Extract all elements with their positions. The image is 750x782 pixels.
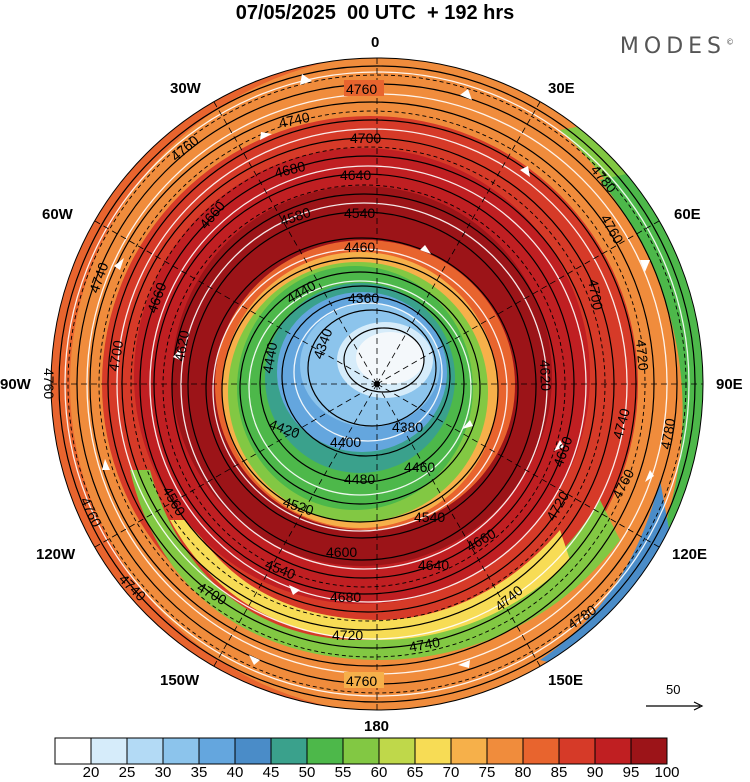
colorbar-swatch [234,737,272,765]
colorbar-tick-label: 70 [442,764,460,781]
contour-label: 4620 [537,360,554,392]
colorbar-tick-label: 20 [82,764,100,781]
lon-label-60w: 60W [42,206,73,223]
colorbar-tick-label: 40 [226,764,244,781]
colorbar-swatch [198,737,236,765]
contour-label: 4740 [277,109,311,131]
contour-label: 4540 [414,509,445,525]
colorbar-swatch [486,737,524,765]
colorbar-tick-label: 45 [262,764,280,781]
contour-label: 4720 [332,627,363,643]
contour-label: 4700 [585,278,606,312]
lon-label-120e: 120E [672,546,708,563]
colorbar-tick-label: 25 [118,764,136,781]
colorbar-swatch [450,737,488,765]
lon-label-150e: 150E [548,672,584,689]
colorbar-swatch [270,737,308,765]
lon-label-0: 0 [371,34,380,51]
wind-scale-arrow [646,701,704,711]
contour-label: 4760 [346,673,377,689]
wind-scale-label: 50 [666,682,681,697]
contour-label: 4400 [330,434,361,450]
colorbar-swatch [414,737,452,765]
colorbar-tick-label: 100 [654,764,680,781]
colorbar [54,737,668,765]
brand-logo: MODES© [620,34,734,59]
colorbar-swatch [162,737,200,765]
copyright-mark: © [726,37,734,47]
contour-label: 4740 [609,406,633,440]
colorbar-tick-label: 60 [370,764,388,781]
contour-label: 4460 [344,239,375,255]
colorbar-swatch [54,737,92,765]
lon-label-90w: 90W [0,376,31,393]
lon-label-60e: 60E [674,206,701,223]
lon-label-150w: 150W [160,672,200,689]
contour-label: 4720 [633,339,652,372]
contour-label: 4460 [404,459,435,475]
colorbar-swatch [558,737,596,765]
map-border [50,57,704,711]
contour-label: 4700 [350,130,381,146]
contour-label: 4640 [340,167,371,183]
colorbar-tick-label: 95 [622,764,640,781]
north-pole-marker [374,381,380,387]
colorbar-tick-label: 35 [190,764,208,781]
colorbar-tick-label: 90 [586,764,604,781]
lon-label-30w: 30W [170,80,201,97]
colorbar-tick-label: 30 [154,764,172,781]
colorbar-tick-label: 80 [514,764,532,781]
contour-label: 4780 [657,417,678,451]
graticule [51,58,703,710]
colorbar-tick-label: 65 [406,764,424,781]
contour-label: 4680 [330,589,361,605]
colorbar-swatch [594,737,632,765]
colorbar-swatch [126,737,164,765]
wind-arrowheads [102,74,654,668]
lon-label-30e: 30E [548,80,575,97]
contour-label: 4540 [344,205,375,221]
lon-label-180: 180 [364,718,390,735]
colorbar-swatch [378,737,416,765]
lon-label-90e: 90E [716,376,743,393]
contour-label: 4760 [346,81,377,97]
contour-label: 4360 [348,290,379,306]
colorbar-tick-label: 85 [550,764,568,781]
colorbar-swatch [306,737,344,765]
colorbar-tick-label: 50 [298,764,316,781]
lon-label-120w: 120W [36,546,76,563]
contour-label: 4440 [259,341,280,375]
colorbar-swatch [522,737,560,765]
contour-label: 4700 [105,339,126,373]
colorbar-swatch [630,737,668,765]
map-title: 07/05/2025 00 UTC + 192 hrs [235,2,515,24]
contour-label: 4760 [41,368,57,399]
contour-label: 4480 [344,471,375,487]
contour-label: 4600 [326,544,357,560]
colorbar-swatch [342,737,380,765]
colorbar-tick-label: 55 [334,764,352,781]
contour-label: 4640 [418,557,449,573]
brand-name: MODES [619,34,726,59]
contour-label: 4740 [408,634,442,655]
contour-label: 4380 [392,419,423,435]
contour-label: 4620 [171,329,192,363]
contour-label: 4680 [273,158,307,181]
colorbar-swatch [90,737,128,765]
colorbar-tick-label: 75 [478,764,496,781]
